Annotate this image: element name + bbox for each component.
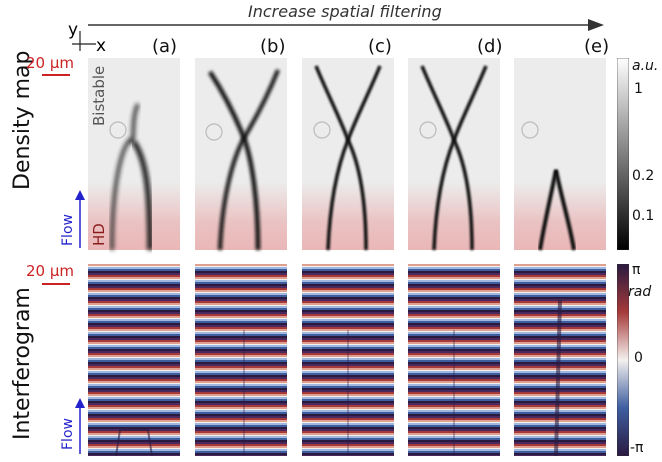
density-panel-c [302,58,394,251]
panel-label-c: (c) [368,36,392,57]
density-tick-1: 1 [634,81,643,97]
density-tick-0-1: 0.1 [632,208,655,224]
interferogram-scalebar [42,283,70,285]
axis-x-label: x [96,36,107,56]
phase-tick-pi: π [632,262,641,278]
phase-colorbar-unit: rad [628,284,652,300]
interferogram-panel-b [195,264,287,456]
panel-label-b: (b) [260,36,286,57]
density-panel-e [514,58,606,251]
axis-y-label: y [68,20,79,40]
axes-glyph [72,31,96,51]
density-colorbar-unit: a.u. [632,58,659,74]
phase-tick-neg-pi: -π [630,440,644,456]
interferogram-scalebar-label: 20 µm [26,262,75,280]
density-flow-arrow [75,190,85,248]
panel-label-d: (d) [477,36,503,57]
phase-colorbar [617,264,629,456]
interferogram-flow-arrow [75,398,85,454]
interferogram-panel-a [88,264,180,456]
density-scalebar-label: 20 µm [26,54,75,72]
density-colorbar [617,58,629,250]
panel-label-e: (e) [584,36,610,57]
density-panel-d [408,58,500,251]
interferogram-panel-d [408,264,500,456]
density-tick-0-2: 0.2 [632,168,655,184]
density-scalebar [42,74,70,76]
panel-label-a: (a) [152,36,178,57]
density-panel-b [195,58,287,251]
phase-tick-0: 0 [634,350,643,366]
interferogram-panel-c [302,264,394,456]
spatial-filter-title: Increase spatial filtering [248,2,442,21]
density-panel-a [88,58,180,251]
spatial-filter-arrow [88,19,604,31]
